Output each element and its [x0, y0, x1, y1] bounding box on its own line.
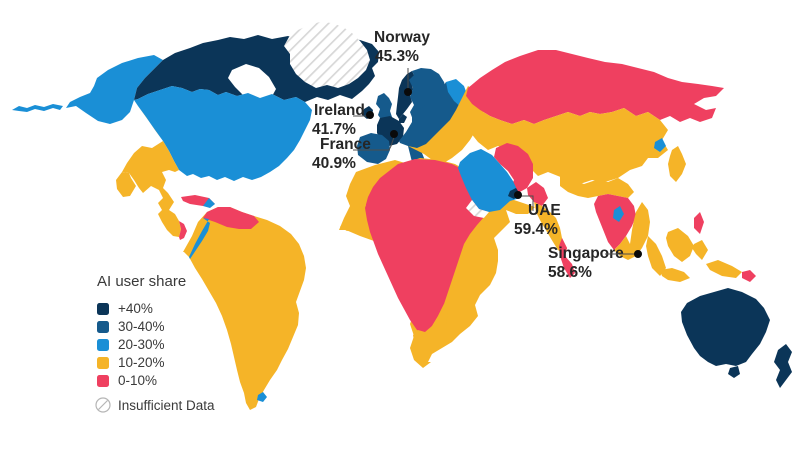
svg-text:58.6%: 58.6% [548, 264, 592, 281]
svg-text:10-20%: 10-20% [118, 355, 165, 370]
svg-text:20-30%: 20-30% [118, 337, 165, 352]
svg-text:Insufficient Data: Insufficient Data [118, 398, 215, 413]
svg-text:45.3%: 45.3% [375, 48, 419, 65]
svg-text:+40%: +40% [118, 301, 153, 316]
svg-text:40.9%: 40.9% [312, 155, 356, 172]
svg-text:AI user share: AI user share [97, 273, 186, 290]
svg-text:Norway: Norway [374, 29, 430, 46]
svg-text:59.4%: 59.4% [514, 221, 558, 238]
svg-text:0-10%: 0-10% [118, 373, 157, 388]
svg-text:30-40%: 30-40% [118, 319, 165, 334]
